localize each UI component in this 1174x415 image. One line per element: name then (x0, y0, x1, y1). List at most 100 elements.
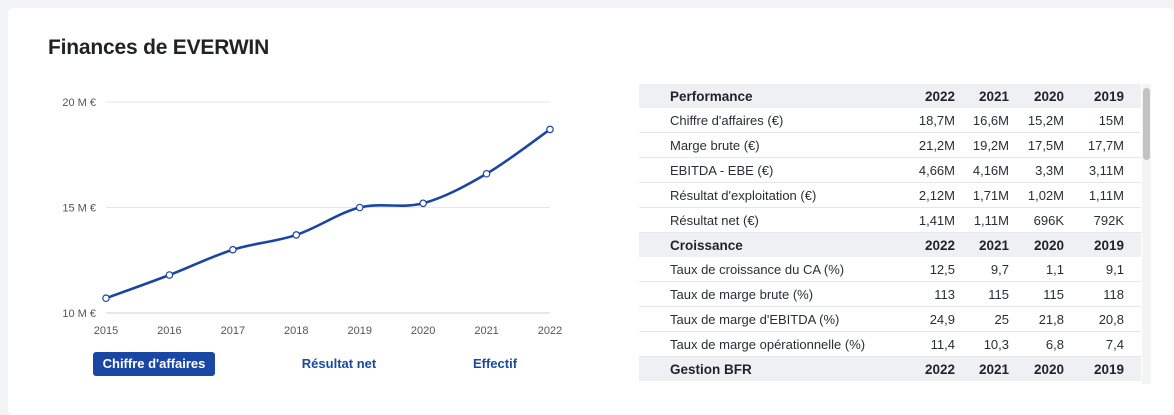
data-point (419, 199, 427, 208)
y-tick-label: 20 M € (62, 97, 96, 109)
year-header: 2019 (1064, 232, 1124, 257)
row-value: 1,11M (955, 207, 1009, 233)
y-tick-label: 10 M € (62, 308, 96, 320)
page-title: Finances de EVERWIN (48, 36, 270, 59)
row-value: 115 (955, 281, 1009, 307)
row-value: 115 (1009, 281, 1064, 307)
x-tick-label: 2019 (347, 325, 371, 337)
x-tick-label: 2016 (157, 325, 181, 337)
x-tick-label: 2018 (284, 325, 308, 337)
revenue-line-chart-svg: 10 M € 15 M € 20 M € 2015 2016 2017 2018 2019 20… (62, 97, 562, 337)
y-tick-label: 15 M € (62, 203, 96, 215)
row-label: EBITDA - EBE (€) (639, 157, 897, 183)
row-value: 1,71M (955, 182, 1009, 208)
table-row: Chiffre d'affaires (€) 18,7M 16,6M 15,2M 15M (639, 108, 1141, 133)
row-value: 18,7M (897, 108, 955, 133)
row-value: 792K (1064, 207, 1124, 233)
row-value: 17,7M (1064, 132, 1124, 158)
row-label: Résultat d'exploitation (€) (639, 182, 897, 208)
x-tick-label: 2015 (94, 325, 118, 337)
year-header: 2021 (955, 232, 1009, 257)
year-header: 2022 (897, 232, 955, 257)
table-row: Taux de marge d'EBITDA (%) 24,9 25 21,8 20,8 (639, 306, 1141, 332)
table-scrollbar-track[interactable] (1142, 84, 1151, 384)
data-point (165, 271, 174, 279)
row-value: 21,8 (1009, 306, 1064, 332)
row-value: 11,4 (897, 331, 955, 357)
year-header: 2021 (955, 356, 1009, 381)
row-value: 25 (955, 306, 1009, 332)
data-point (292, 231, 301, 239)
chart-tabs: Chiffre d'affaires Résultat net Effectif (85, 352, 565, 376)
year-header: 2022 (897, 84, 955, 108)
table-scrollbar-thumb[interactable] (1143, 88, 1150, 160)
year-header: 2022 (897, 356, 955, 381)
row-value: 19,2M (955, 132, 1009, 158)
table-row: Taux de croissance du CA (%) 12,5 9,7 1,1 9,… (639, 257, 1141, 282)
row-value: 17,5M (1009, 132, 1064, 158)
section-header-row: Croissance 2022 2021 2020 2019 (639, 232, 1141, 257)
row-value: 4,66M (897, 157, 955, 183)
row-value: 21,2M (897, 132, 955, 158)
finance-table: Performance 2022 2021 2020 2019 Chiffre d'aff… (639, 84, 1141, 381)
row-value: 1,41M (897, 207, 955, 233)
x-tick-label: 2020 (411, 325, 435, 337)
data-point (102, 294, 110, 303)
row-value: 2,12M (897, 182, 955, 208)
tab-chiffre-affaires[interactable]: Chiffre d'affaires (93, 352, 215, 376)
year-header: 2020 (1009, 84, 1064, 108)
x-tick-label: 2022 (538, 325, 562, 337)
row-value: 696K (1009, 207, 1064, 233)
table-row: Marge brute (€) 21,2M 19,2M 17,5M 17,7M (639, 132, 1141, 158)
row-value: 15,2M (1009, 108, 1064, 133)
x-tick-label: 2021 (474, 325, 498, 337)
tab-effectif[interactable]: Effectif (472, 356, 518, 371)
year-header: 2019 (1064, 84, 1124, 108)
section-title: Gestion BFR (639, 356, 897, 381)
section-header-row: Performance 2022 2021 2020 2019 (639, 84, 1141, 108)
row-value: 16,6M (955, 108, 1009, 133)
row-value: 20,8 (1064, 306, 1124, 332)
revenue-series-line (105, 128, 551, 300)
row-value: 113 (897, 281, 955, 307)
section-title: Performance (639, 84, 897, 108)
row-value: 4,16M (955, 157, 1009, 183)
row-label: Résultat net (€) (639, 207, 897, 233)
row-value: 3,3M (1009, 157, 1064, 183)
row-value: 118 (1064, 281, 1124, 307)
row-label: Marge brute (€) (639, 132, 897, 158)
table-row: Taux de marge opérationnelle (%) 11,4 10,3… (639, 331, 1141, 357)
table-row: EBITDA - EBE (€) 4,66M 4,16M 3,3M 3,11M (639, 157, 1141, 183)
row-value: 7,4 (1064, 331, 1124, 357)
data-point (482, 169, 491, 178)
revenue-chart: 10 M € 15 M € 20 M € 2015 2016 2017 2018 2019 20… (0, 0, 600, 350)
row-value: 1,11M (1064, 182, 1124, 208)
row-value: 15M (1064, 108, 1124, 133)
row-value: 3,11M (1064, 157, 1124, 183)
row-label: Taux de marge d'EBITDA (%) (639, 306, 897, 332)
x-tick-label: 2017 (221, 325, 245, 337)
table-row: Résultat net (€) 1,41M 1,11M 696K 792K (639, 207, 1141, 233)
row-value: 9,1 (1064, 257, 1124, 282)
data-point (229, 245, 237, 254)
row-label: Taux de marge opérationnelle (%) (639, 331, 897, 357)
section-title: Croissance (639, 232, 897, 257)
row-label: Chiffre d'affaires (€) (639, 108, 897, 133)
row-value: 6,8 (1009, 331, 1064, 357)
year-header: 2020 (1009, 356, 1064, 381)
year-header: 2020 (1009, 232, 1064, 257)
data-point (546, 125, 554, 134)
row-value: 1,1 (1009, 257, 1064, 282)
tab-resultat-net[interactable]: Résultat net (301, 356, 377, 371)
row-value: 12,5 (897, 257, 955, 282)
row-value: 24,9 (897, 306, 955, 332)
table-row: Taux de marge brute (%) 113 115 115 118 (639, 281, 1141, 307)
table-row: Résultat d'exploitation (€) 2,12M 1,71M 1,0… (639, 182, 1141, 208)
finance-table-container[interactable]: Performance 2022 2021 2020 2019 Chiffre d'aff… (639, 84, 1141, 384)
section-header-row: Gestion BFR 2022 2021 2020 2019 (639, 356, 1141, 381)
row-value: 9,7 (955, 257, 1009, 282)
row-value: 1,02M (1009, 182, 1064, 208)
data-point (355, 203, 364, 212)
row-label: Taux de marge brute (%) (639, 281, 897, 307)
row-label: Taux de croissance du CA (%) (639, 257, 897, 282)
